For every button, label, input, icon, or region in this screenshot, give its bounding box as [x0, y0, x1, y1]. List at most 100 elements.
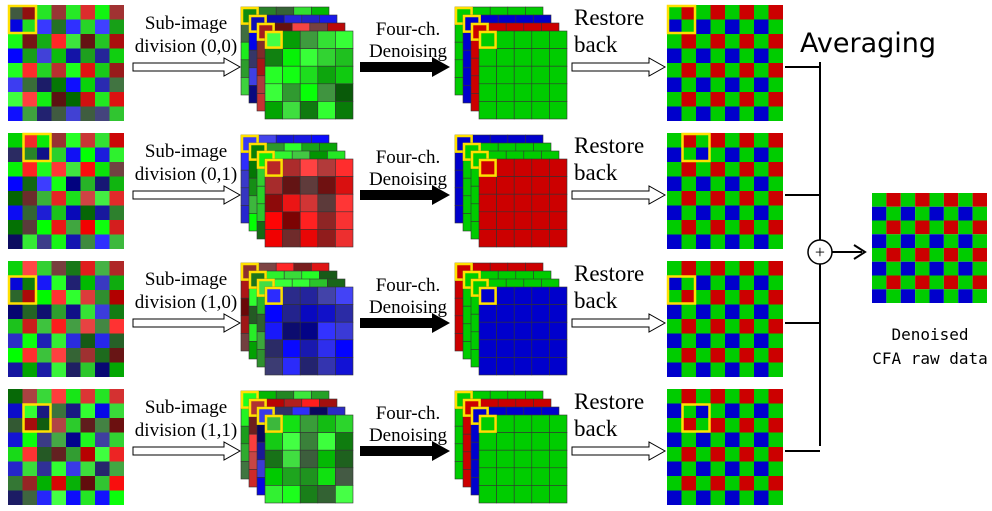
channel-cell	[300, 101, 318, 119]
cfa-cell	[81, 63, 96, 78]
cfa-cell	[81, 49, 96, 64]
channel-cell	[479, 66, 497, 84]
cfa-cell	[95, 133, 110, 148]
cfa-cell	[95, 235, 110, 250]
cfa-cell	[915, 276, 929, 290]
channel-cell	[283, 415, 301, 433]
channel-cell	[479, 101, 497, 119]
channel-cell	[318, 340, 336, 358]
cfa-cell	[667, 177, 682, 192]
channel-cell	[265, 485, 283, 503]
channel-cell	[335, 287, 353, 305]
channel-cell	[479, 357, 497, 375]
channel-cell	[532, 84, 550, 102]
cfa-cell	[8, 162, 23, 177]
channel-cell	[300, 450, 318, 468]
channel-cell	[265, 31, 283, 49]
cfa-cell	[66, 476, 81, 491]
channel-cell	[335, 101, 353, 119]
cfa-cell	[95, 404, 110, 419]
cfa-cell	[23, 261, 38, 276]
cfa-cell	[769, 235, 784, 250]
cfa-cell	[52, 261, 67, 276]
restore-label: back	[574, 32, 618, 57]
channel-cell	[283, 433, 301, 451]
cfa-cell	[711, 276, 726, 291]
channel-cell	[479, 49, 497, 67]
cfa-cell	[81, 476, 96, 491]
cfa-cell	[711, 133, 726, 148]
cfa-cell	[667, 433, 682, 448]
cfa-cell	[110, 220, 125, 235]
cfa-cell	[667, 319, 682, 334]
cfa-cell	[682, 319, 697, 334]
cfa-cell	[754, 418, 769, 433]
cfa-cell	[886, 248, 900, 262]
cfa-cell	[667, 305, 682, 320]
division-label: Sub-image	[145, 13, 227, 34]
cfa-cell	[81, 290, 96, 305]
cfa-cell	[682, 261, 697, 276]
channel-cell	[497, 287, 515, 305]
channel-cell	[335, 450, 353, 468]
channel-cell	[265, 415, 283, 433]
cfa-cell	[37, 334, 52, 349]
cfa-cell	[682, 162, 697, 177]
denoise-label: Four-ch.	[376, 147, 441, 168]
cfa-cell	[95, 276, 110, 291]
channel-cell	[532, 485, 550, 503]
cfa-cell	[725, 433, 740, 448]
cfa-cell	[696, 433, 711, 448]
cfa-cell	[81, 348, 96, 363]
cfa-cell	[901, 207, 915, 221]
cfa-cell	[682, 348, 697, 363]
cfa-cell	[8, 348, 23, 363]
cfa-cell	[725, 348, 740, 363]
cfa-cell	[740, 162, 755, 177]
cfa-cell	[711, 290, 726, 305]
channel-cell	[532, 159, 550, 177]
cfa-cell	[110, 78, 125, 93]
cfa-cell	[944, 221, 958, 235]
cfa-cell	[81, 92, 96, 107]
cfa-cell	[754, 447, 769, 462]
cfa-cell	[711, 389, 726, 404]
cfa-cell	[682, 49, 697, 64]
cfa-cell	[8, 78, 23, 93]
cfa-cell	[769, 261, 784, 276]
channel-cell	[335, 49, 353, 67]
cfa-cell	[915, 248, 929, 262]
cfa-cell	[958, 207, 972, 221]
channel-cell	[318, 305, 336, 323]
cfa-cell	[8, 261, 23, 276]
channel-cell	[549, 305, 567, 323]
cfa-cell	[66, 418, 81, 433]
channel-cell	[532, 322, 550, 340]
cfa-cell	[81, 20, 96, 35]
cfa-cell	[667, 404, 682, 419]
channel-cell	[335, 322, 353, 340]
cfa-cell	[740, 305, 755, 320]
cfa-cell	[37, 162, 52, 177]
cfa-cell	[52, 305, 67, 320]
cfa-cell	[682, 92, 697, 107]
cfa-cell	[754, 476, 769, 491]
cfa-cell	[725, 220, 740, 235]
cfa-cell	[696, 78, 711, 93]
cfa-cell	[696, 334, 711, 349]
channel-cell	[514, 357, 532, 375]
cfa-cell	[95, 162, 110, 177]
cfa-cell	[696, 476, 711, 491]
channel-cell	[318, 287, 336, 305]
channel-cell	[532, 66, 550, 84]
channel-cell	[300, 322, 318, 340]
cfa-cell	[667, 261, 682, 276]
cfa-cell	[23, 92, 38, 107]
cfa-cell	[711, 162, 726, 177]
cfa-cell	[944, 248, 958, 262]
cfa-cell	[725, 389, 740, 404]
cfa-cell	[110, 49, 125, 64]
cfa-cell	[66, 177, 81, 192]
cfa-cell	[754, 148, 769, 163]
cfa-cell	[725, 133, 740, 148]
